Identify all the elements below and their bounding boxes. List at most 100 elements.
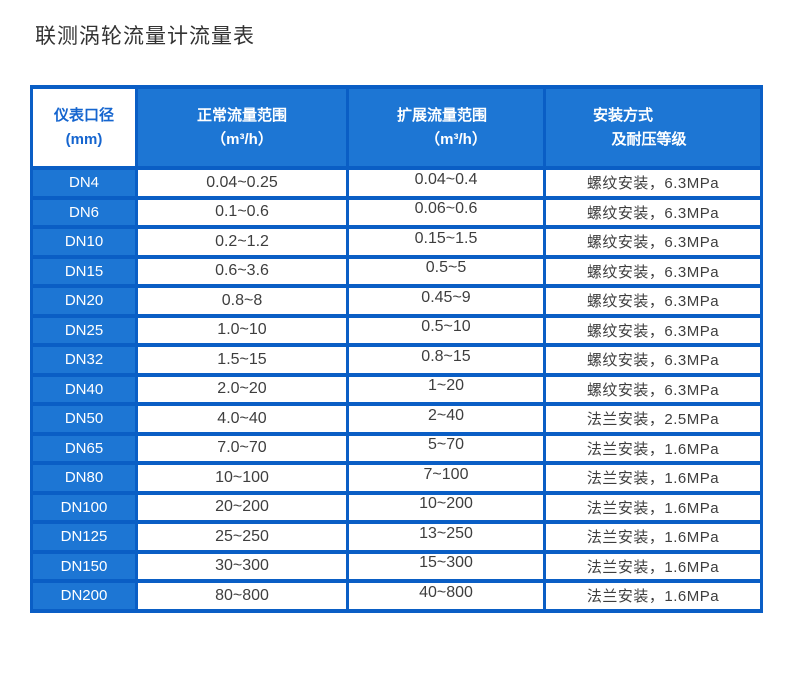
table-row: DN15 0.6~3.6 0.5~5 螺纹安装，6.3MPa	[30, 254, 763, 288]
table-row: DN20 0.8~8 0.45~9 螺纹安装，6.3MPa	[30, 284, 763, 318]
header-normal-line1: 正常流量范围	[196, 106, 287, 124]
table-row: DN125 25~250 13~250 法兰安装，1.6MPa	[30, 520, 763, 554]
extended-range-value: 40~800	[419, 583, 473, 601]
extended-range-value: 1~20	[427, 377, 465, 395]
dn-cell: DN50	[30, 402, 138, 436]
table-row: DN40 2.0~20 1~20 螺纹安装，6.3MPa	[30, 372, 763, 406]
page-title: 联测涡轮流量计流量表	[35, 25, 255, 48]
normal-range-cell: 10~100	[135, 461, 349, 495]
extended-range-value: 15~300	[419, 554, 473, 572]
table-row: DN10 0.2~1.2 0.15~1.5 螺纹安装，6.3MPa	[30, 225, 763, 259]
dn-cell: DN15	[30, 254, 138, 288]
normal-range-cell: 0.1~0.6	[135, 195, 349, 229]
extended-range-value: 13~250	[419, 524, 473, 542]
dn-cell: DN150	[30, 549, 138, 583]
dn-cell: DN10	[30, 225, 138, 259]
normal-range-cell: 20~200	[135, 490, 349, 524]
normal-range-cell: 2.0~20	[135, 372, 349, 406]
normal-range-cell: 30~300	[135, 549, 349, 583]
header-install-line1: 安装方式	[592, 106, 653, 124]
install-cell: 法兰安装，1.6MPa	[543, 549, 763, 583]
table-row: DN32 1.5~15 0.8~15 螺纹安装，6.3MPa	[30, 343, 763, 377]
extended-range-cell: 2~40	[346, 402, 546, 436]
dn-cell: DN125	[30, 520, 138, 554]
extended-range-cell: 0.5~5	[346, 254, 546, 288]
extended-range-cell: 10~200	[346, 490, 546, 524]
dn-cell: DN20	[30, 284, 138, 318]
install-cell: 法兰安装，1.6MPa	[543, 461, 763, 495]
dn-cell: DN100	[30, 490, 138, 524]
extended-range-value: 0.04~0.4	[414, 170, 478, 188]
normal-range-cell: 1.5~15	[135, 343, 349, 377]
extended-range-cell: 1~20	[346, 372, 546, 406]
dn-cell: DN200	[30, 579, 138, 613]
table-row: DN150 30~300 15~300 法兰安装，1.6MPa	[30, 549, 763, 583]
extended-range-value: 0.8~15	[421, 347, 471, 365]
install-cell: 法兰安装，1.6MPa	[543, 431, 763, 465]
extended-range-value: 0.5~5	[425, 259, 467, 277]
extended-range-cell: 15~300	[346, 549, 546, 583]
install-cell: 螺纹安装，6.3MPa	[543, 254, 763, 288]
extended-range-value: 0.06~0.6	[414, 200, 478, 218]
extended-range-cell: 40~800	[346, 579, 546, 613]
table-row: DN25 1.0~10 0.5~10 螺纹安装，6.3MPa	[30, 313, 763, 347]
extended-range-value: 0.15~1.5	[414, 229, 478, 247]
header-normal-range: 正常流量范围 （m³/h）	[135, 85, 349, 170]
table-header-row: 仪表口径 (mm) 正常流量范围 （m³/h） 扩展流量范围 （m³/h） 安装…	[30, 85, 763, 170]
install-cell: 螺纹安装，6.3MPa	[543, 343, 763, 377]
normal-range-cell: 25~250	[135, 520, 349, 554]
header-diameter: 仪表口径 (mm)	[30, 85, 138, 170]
table-row: DN65 7.0~70 5~70 法兰安装，1.6MPa	[30, 431, 763, 465]
extended-range-cell: 5~70	[346, 431, 546, 465]
install-cell: 螺纹安装，6.3MPa	[543, 166, 763, 200]
dn-cell: DN40	[30, 372, 138, 406]
extended-range-cell: 0.06~0.6	[346, 195, 546, 229]
dn-cell: DN4	[30, 166, 138, 200]
extended-range-cell: 0.8~15	[346, 343, 546, 377]
install-cell: 螺纹安装，6.3MPa	[543, 372, 763, 406]
install-cell: 螺纹安装，6.3MPa	[543, 313, 763, 347]
install-cell: 螺纹安装，6.3MPa	[543, 195, 763, 229]
extended-range-value: 7~100	[423, 465, 469, 483]
extended-range-cell: 0.15~1.5	[346, 225, 546, 259]
header-extended-line1: 扩展流量范围	[396, 106, 487, 124]
table-row: DN100 20~200 10~200 法兰安装，1.6MPa	[30, 490, 763, 524]
extended-range-value: 0.45~9	[421, 288, 471, 306]
normal-range-cell: 7.0~70	[135, 431, 349, 465]
dn-cell: DN6	[30, 195, 138, 229]
table-row: DN4 0.04~0.25 0.04~0.4 螺纹安装，6.3MPa	[30, 166, 763, 200]
extended-range-value: 10~200	[419, 495, 473, 513]
normal-range-cell: 1.0~10	[135, 313, 349, 347]
dn-cell: DN65	[30, 431, 138, 465]
dn-cell: DN25	[30, 313, 138, 347]
install-cell: 法兰安装，2.5MPa	[543, 402, 763, 436]
normal-range-cell: 0.6~3.6	[135, 254, 349, 288]
normal-range-cell: 0.04~0.25	[135, 166, 349, 200]
table-row: DN50 4.0~40 2~40 法兰安装，2.5MPa	[30, 402, 763, 436]
normal-range-cell: 4.0~40	[135, 402, 349, 436]
header-install: 安装方式 及耐压等级	[543, 85, 763, 170]
header-normal-line2: （m³/h）	[211, 130, 273, 148]
extended-range-value: 5~70	[427, 436, 465, 454]
extended-range-cell: 0.5~10	[346, 313, 546, 347]
table-row: DN200 80~800 40~800 法兰安装，1.6MPa	[30, 579, 763, 613]
table-row: DN6 0.1~0.6 0.06~0.6 螺纹安装，6.3MPa	[30, 195, 763, 229]
install-cell: 法兰安装，1.6MPa	[543, 520, 763, 554]
extended-range-value: 2~40	[427, 406, 465, 424]
header-diameter-line1: 仪表口径	[53, 106, 114, 124]
extended-range-cell: 0.45~9	[346, 284, 546, 318]
extended-range-cell: 13~250	[346, 520, 546, 554]
header-extended-line2: （m³/h）	[425, 130, 487, 148]
normal-range-cell: 0.2~1.2	[135, 225, 349, 259]
extended-range-cell: 0.04~0.4	[346, 166, 546, 200]
install-cell: 法兰安装，1.6MPa	[543, 579, 763, 613]
table-row: DN80 10~100 7~100 法兰安装，1.6MPa	[30, 461, 763, 495]
install-cell: 螺纹安装，6.3MPa	[543, 284, 763, 318]
dn-cell: DN32	[30, 343, 138, 377]
install-cell: 螺纹安装，6.3MPa	[543, 225, 763, 259]
header-extended-range: 扩展流量范围 （m³/h）	[346, 85, 546, 170]
normal-range-cell: 80~800	[135, 579, 349, 613]
header-install-line2: 及耐压等级	[611, 130, 687, 148]
extended-range-cell: 7~100	[346, 461, 546, 495]
